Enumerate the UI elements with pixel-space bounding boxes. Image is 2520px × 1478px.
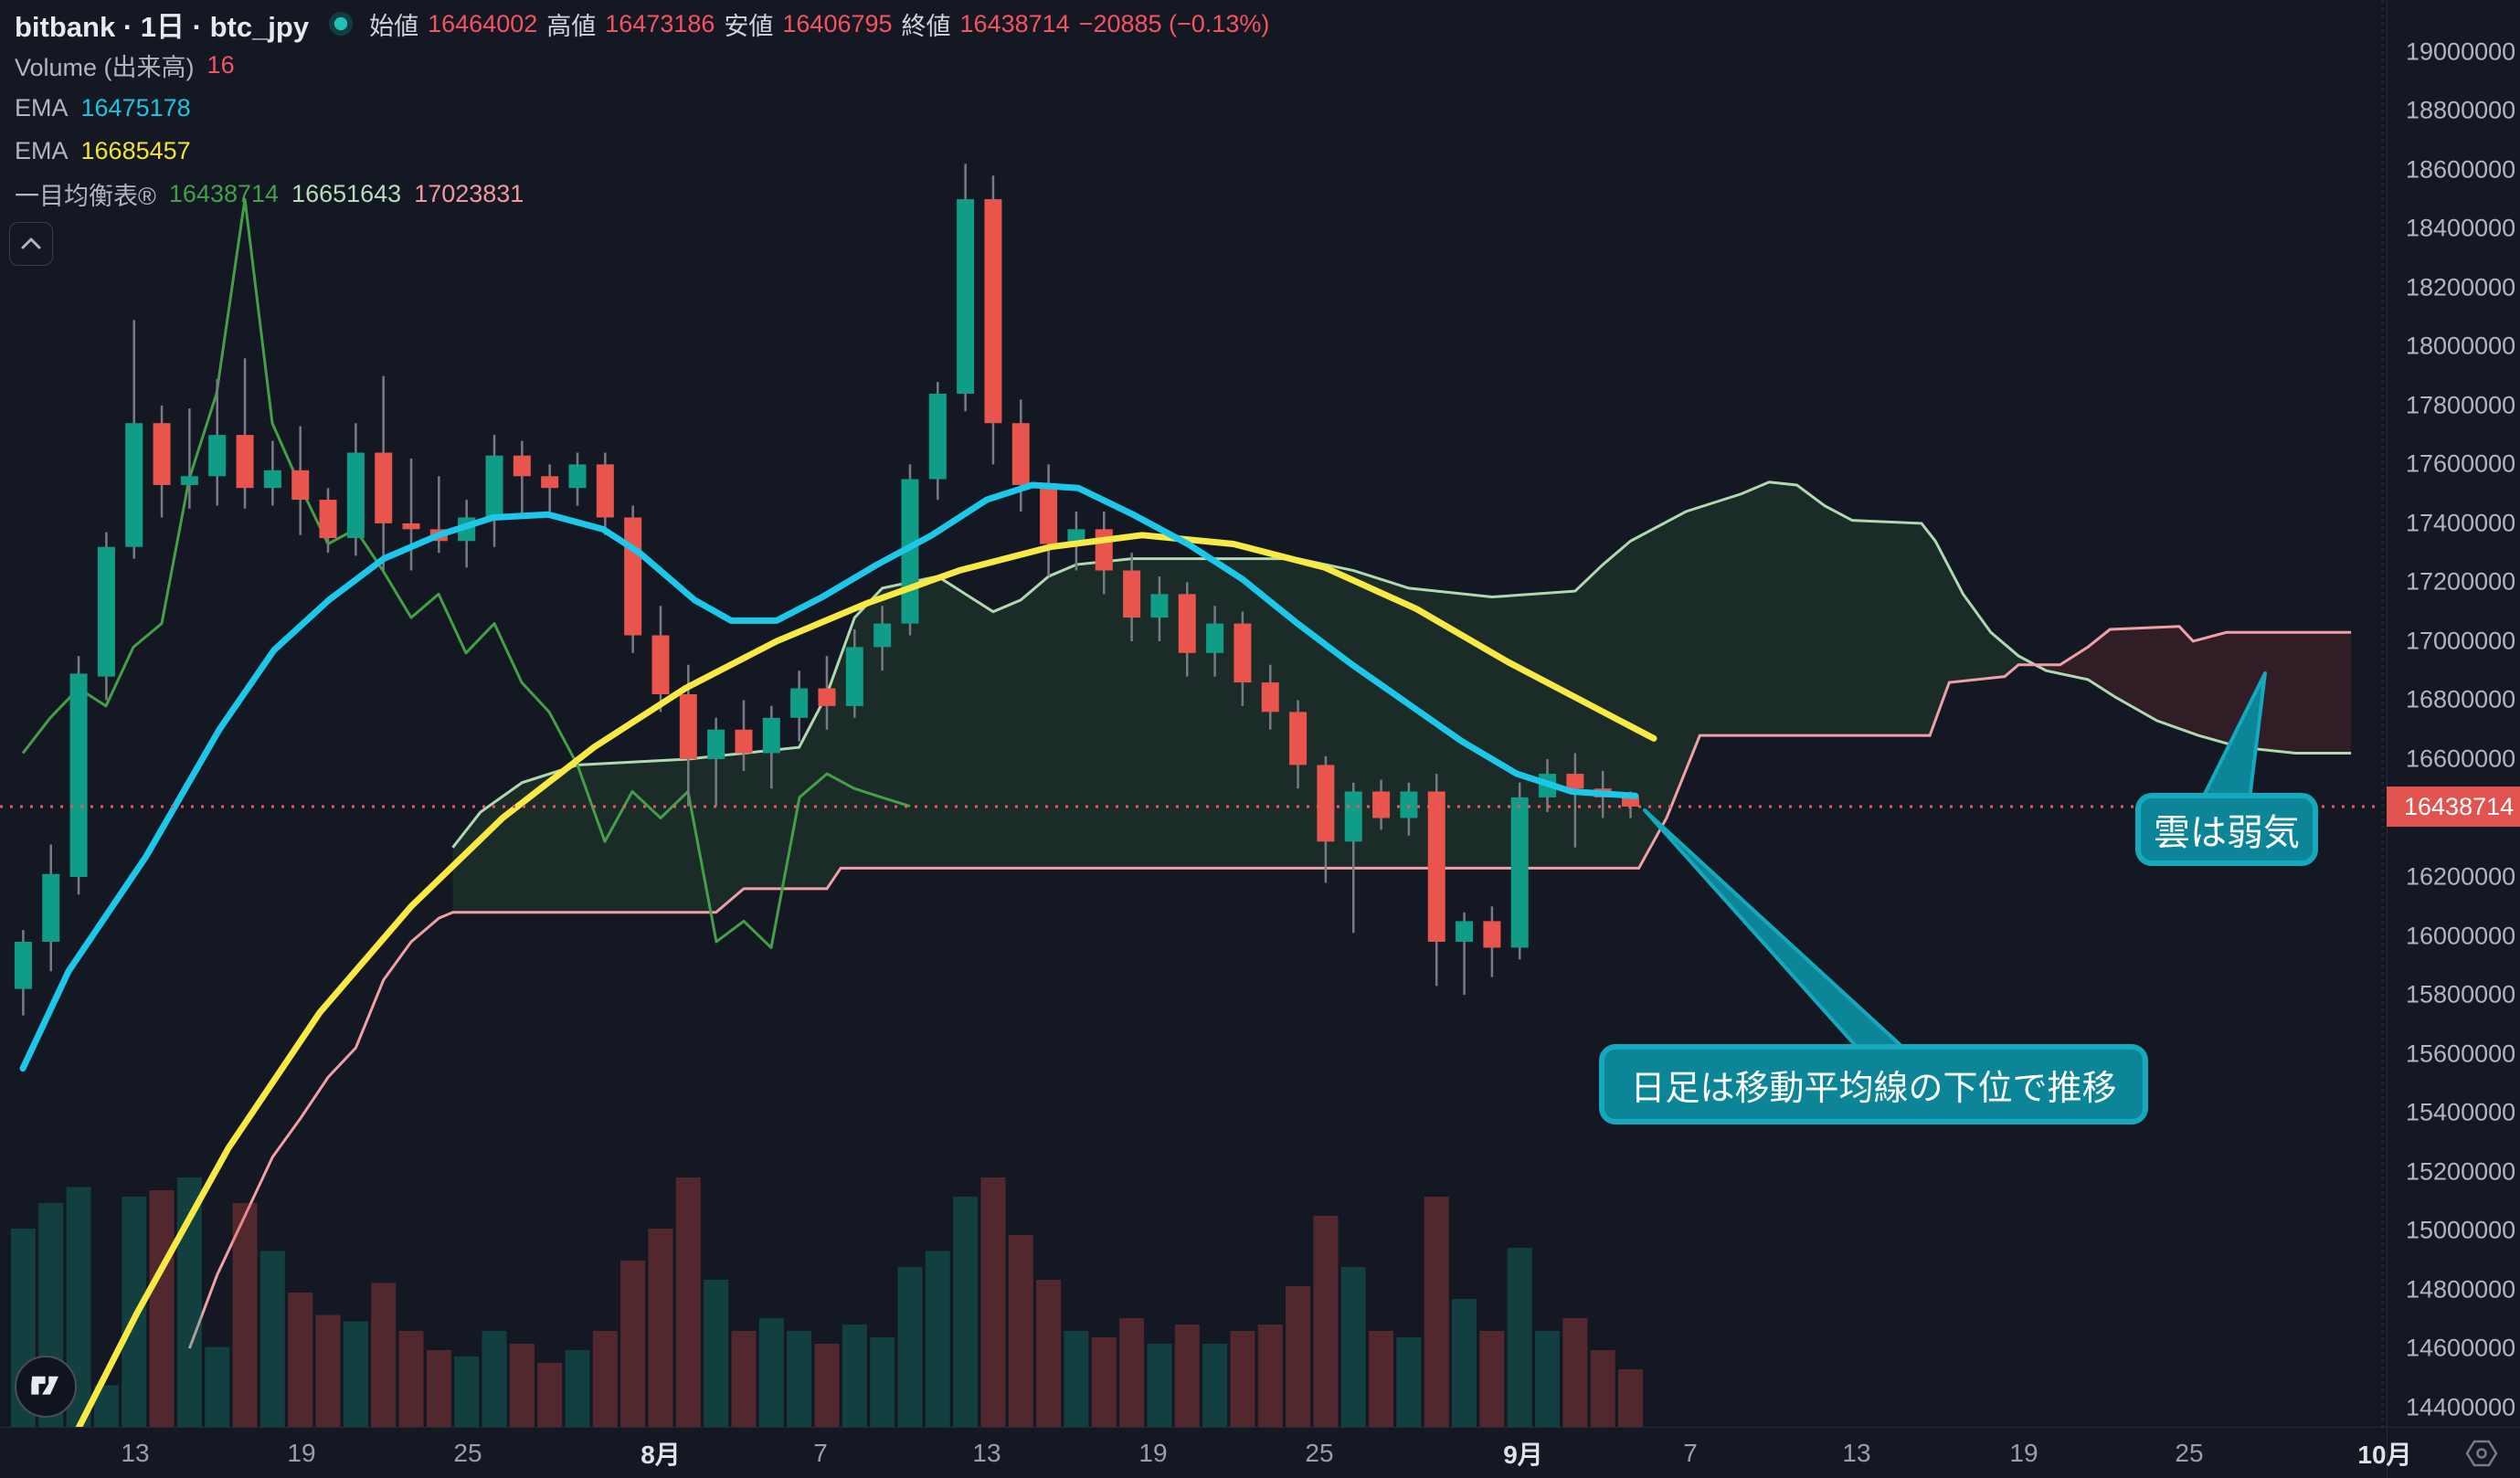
- low-label: 安値: [724, 12, 774, 40]
- legend-collapse-button[interactable]: [9, 222, 53, 266]
- time-tick-label: 8月: [641, 1441, 681, 1469]
- price-tick-label: 18800000: [2406, 96, 2516, 124]
- current-price-tag: 16438714: [2387, 787, 2520, 827]
- ichimoku-row[interactable]: 一目均衡表® 16438714 16651643 17023831: [15, 173, 1269, 216]
- price-tick-label: 15200000: [2406, 1157, 2516, 1186]
- ema-slow-label: EMA: [15, 137, 69, 164]
- ema-slow-row[interactable]: EMA 16685457: [15, 130, 1269, 173]
- tradingview-logo-icon: [31, 1376, 58, 1395]
- callout-cloud-note[interactable]: 雲は弱気: [2135, 793, 2318, 866]
- price-tick-label: 15000000: [2406, 1216, 2516, 1244]
- close-value: 16438714: [959, 9, 1070, 37]
- ema-lines: [19, 481, 1657, 1478]
- ema-fast-line: [19, 481, 1639, 1072]
- time-tick-label: 19: [287, 1439, 316, 1467]
- volume-value: 16: [206, 51, 235, 79]
- time-tick-label: 13: [1842, 1439, 1871, 1467]
- time-axis[interactable]: 13 19 25 8月 7 13 19 25 9月 7 13 19 25 10月: [0, 1427, 2520, 1478]
- time-tick-label: 25: [453, 1439, 482, 1467]
- price-tick-label: 18200000: [2406, 273, 2516, 301]
- annotation-arrows: [1643, 671, 2267, 1049]
- senkou-b-line: [187, 625, 2352, 1349]
- price-tick-label: 15400000: [2406, 1098, 2516, 1126]
- time-tick-label: 25: [1305, 1439, 1334, 1467]
- ema-slow-value: 16685457: [80, 137, 191, 164]
- price-tick-label: 14800000: [2406, 1275, 2516, 1304]
- time-tick-label: 25: [2175, 1439, 2204, 1467]
- volume-label: Volume (出来高): [15, 54, 195, 81]
- chevron-up-icon: [21, 238, 41, 249]
- ichimoku-value-2: 16651643: [291, 180, 402, 207]
- price-tick-label: 16800000: [2406, 685, 2516, 713]
- ichimoku-label: 一目均衡表®: [15, 183, 156, 210]
- candlestick-series: [14, 164, 1640, 1016]
- price-tick-label: 14400000: [2406, 1393, 2516, 1421]
- price-tick-label: 17800000: [2406, 391, 2516, 419]
- ema-fast-value: 16475178: [80, 94, 191, 121]
- price-tick-label: 16000000: [2406, 922, 2516, 950]
- time-tick-label: 19: [2009, 1439, 2038, 1467]
- ema-slow-line: [49, 532, 1657, 1478]
- price-tick-label: 18000000: [2406, 332, 2516, 360]
- price-tick-label: 18600000: [2406, 155, 2516, 184]
- price-tick-label: 17000000: [2406, 627, 2516, 655]
- ichimoku-value-1: 16438714: [168, 180, 280, 207]
- live-status-icon: [329, 12, 354, 36]
- symbol-title: bitbank · 1日 · btc_jpy: [15, 10, 310, 43]
- price-tick-label: 17600000: [2406, 449, 2516, 478]
- senkou-a-line: [451, 480, 2352, 849]
- ichimoku-value-3: 17023831: [414, 180, 524, 207]
- legend-panel: bitbank · 1日 · btc_jpy 始値 16464002 高値 1647…: [15, 4, 1269, 216]
- symbol-row[interactable]: bitbank · 1日 · btc_jpy 始値 16464002 高値 1647…: [15, 4, 1269, 44]
- low-value: 16406795: [782, 9, 893, 37]
- chikou-line: [21, 197, 911, 949]
- ema-fast-row[interactable]: EMA 16475178: [15, 87, 1269, 130]
- axis-corner-divider: [2387, 1428, 2388, 1478]
- tradingview-logo[interactable]: [15, 1356, 77, 1418]
- volume-series: [10, 1177, 1644, 1427]
- time-tick-label: 9月: [1503, 1441, 1543, 1469]
- time-tick-label: 13: [972, 1439, 1001, 1467]
- time-tick-label: 7: [1683, 1439, 1698, 1467]
- timezone-button[interactable]: [2458, 1435, 2505, 1472]
- current-price-value: 16438714: [2404, 792, 2515, 820]
- change-value: −20885 (−0.13%): [1078, 9, 1270, 37]
- time-tick-label: 7: [813, 1439, 828, 1467]
- clock-icon: [2465, 1440, 2498, 1467]
- time-tick-label: 19: [1138, 1439, 1168, 1467]
- price-tick-label: 19000000: [2406, 37, 2516, 66]
- price-tick-label: 14600000: [2406, 1334, 2516, 1362]
- open-label: 始値: [369, 12, 419, 40]
- price-axis[interactable]: 19000000 18800000 18600000 18400000 18200000…: [2387, 0, 2520, 1427]
- ichimoku-cloud: [187, 480, 2352, 1349]
- price-tick-label: 15600000: [2406, 1040, 2516, 1068]
- callout-ma-note[interactable]: 日足は移動平均線の下位で推移: [1599, 1044, 2148, 1124]
- price-tick-label: 16200000: [2406, 862, 2516, 891]
- volume-indicator-row[interactable]: Volume (出来高) 16: [15, 44, 1269, 87]
- high-label: 高値: [546, 12, 597, 40]
- time-tick-label: 10月: [2357, 1441, 2412, 1469]
- close-label: 終値: [901, 12, 951, 40]
- ema-fast-label: EMA: [15, 94, 69, 121]
- open-value: 16464002: [428, 9, 538, 37]
- price-tick-label: 17200000: [2406, 567, 2516, 596]
- time-tick-label: 13: [121, 1439, 150, 1467]
- price-tick-label: 18400000: [2406, 214, 2516, 242]
- high-value: 16473186: [605, 9, 715, 37]
- price-tick-label: 15800000: [2406, 980, 2516, 1008]
- price-tick-label: 16600000: [2406, 744, 2516, 773]
- price-tick-label: 17400000: [2406, 509, 2516, 537]
